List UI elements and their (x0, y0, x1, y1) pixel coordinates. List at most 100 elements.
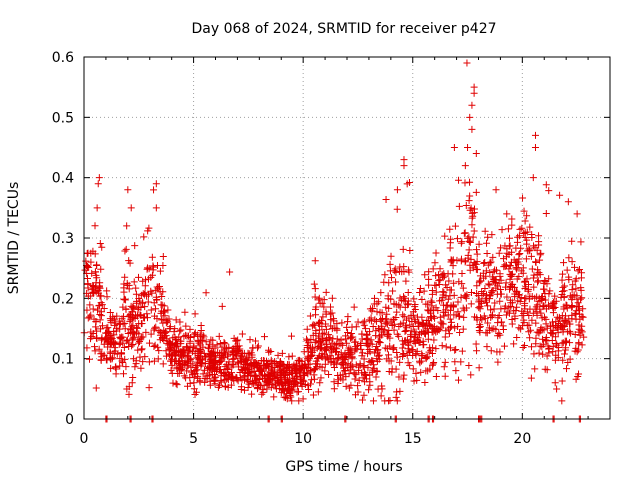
data-point (525, 245, 533, 253)
data-point (235, 342, 243, 350)
data-point (435, 277, 443, 285)
data-point (359, 363, 367, 371)
data-point (316, 379, 324, 387)
data-point (84, 284, 92, 292)
data-point (222, 372, 230, 380)
data-point (442, 343, 450, 351)
data-point (194, 352, 202, 360)
data-point (149, 263, 157, 271)
data-point (421, 271, 429, 279)
data-point (441, 333, 449, 341)
data-point (159, 360, 167, 368)
data-point (386, 260, 394, 268)
data-point (413, 347, 421, 355)
data-point (470, 209, 478, 217)
data-point (510, 340, 518, 348)
data-point (140, 314, 148, 322)
data-point (487, 306, 495, 314)
data-point (204, 365, 212, 373)
data-point (229, 360, 237, 368)
data-point (432, 272, 440, 280)
data-point (301, 361, 309, 369)
data-point (83, 306, 91, 314)
data-point (506, 285, 514, 293)
data-point (311, 375, 319, 383)
data-point (399, 375, 407, 383)
data-point (445, 330, 453, 338)
data-point (308, 348, 316, 356)
data-point (307, 366, 315, 374)
data-point (323, 337, 331, 345)
data-point (323, 353, 331, 361)
y-tick-label: 0.2 (52, 291, 74, 307)
data-point (396, 387, 404, 395)
data-point (462, 292, 470, 300)
data-point (395, 373, 403, 381)
data-point (531, 365, 539, 373)
data-point (513, 303, 521, 311)
data-point (446, 292, 454, 300)
data-point (422, 354, 430, 362)
data-point (568, 258, 576, 266)
data-point (481, 285, 489, 293)
data-point (393, 330, 401, 338)
data-point (557, 293, 565, 301)
data-point (385, 279, 393, 287)
data-point (424, 335, 432, 343)
data-point (538, 343, 546, 351)
data-point (187, 363, 195, 371)
data-point (316, 344, 324, 352)
data-point (113, 324, 121, 332)
data-point (513, 333, 521, 341)
data-point (351, 391, 359, 399)
data-point (522, 255, 530, 263)
data-point (446, 225, 454, 233)
data-point (384, 295, 392, 303)
data-point (549, 343, 557, 351)
data-point (510, 283, 518, 291)
data-point (387, 317, 395, 325)
data-point (530, 283, 538, 291)
data-point (446, 286, 454, 294)
data-point (530, 242, 538, 250)
data-point (154, 285, 162, 293)
data-point (175, 359, 183, 367)
data-point (89, 283, 97, 291)
data-point (425, 348, 433, 356)
data-point (125, 281, 133, 289)
data-point (300, 348, 308, 356)
data-point (191, 367, 199, 375)
data-point (475, 364, 483, 372)
data-point (521, 234, 529, 242)
data-point (417, 368, 425, 376)
data-point (532, 319, 540, 327)
data-point (357, 345, 365, 353)
data-point (338, 354, 346, 362)
data-point (472, 260, 480, 268)
data-point (451, 358, 459, 366)
data-point (390, 344, 398, 352)
data-point (465, 361, 473, 369)
data-point (387, 357, 395, 365)
data-point (209, 336, 217, 344)
data-point (133, 324, 141, 332)
data-point (458, 270, 466, 278)
data-point (402, 277, 410, 285)
data-point (529, 174, 537, 182)
data-point (497, 290, 505, 298)
data-point (414, 322, 422, 330)
data-point (373, 347, 381, 355)
data-point (578, 294, 586, 302)
data-point (178, 349, 186, 357)
data-point (230, 334, 238, 342)
data-point (509, 299, 517, 307)
data-point (495, 279, 503, 287)
data-point (481, 315, 489, 323)
data-point (502, 253, 510, 261)
data-point (159, 319, 167, 327)
data-point (472, 188, 480, 196)
data-point (315, 294, 323, 302)
data-point (323, 344, 331, 352)
data-point (544, 342, 552, 350)
data-point (201, 366, 209, 374)
